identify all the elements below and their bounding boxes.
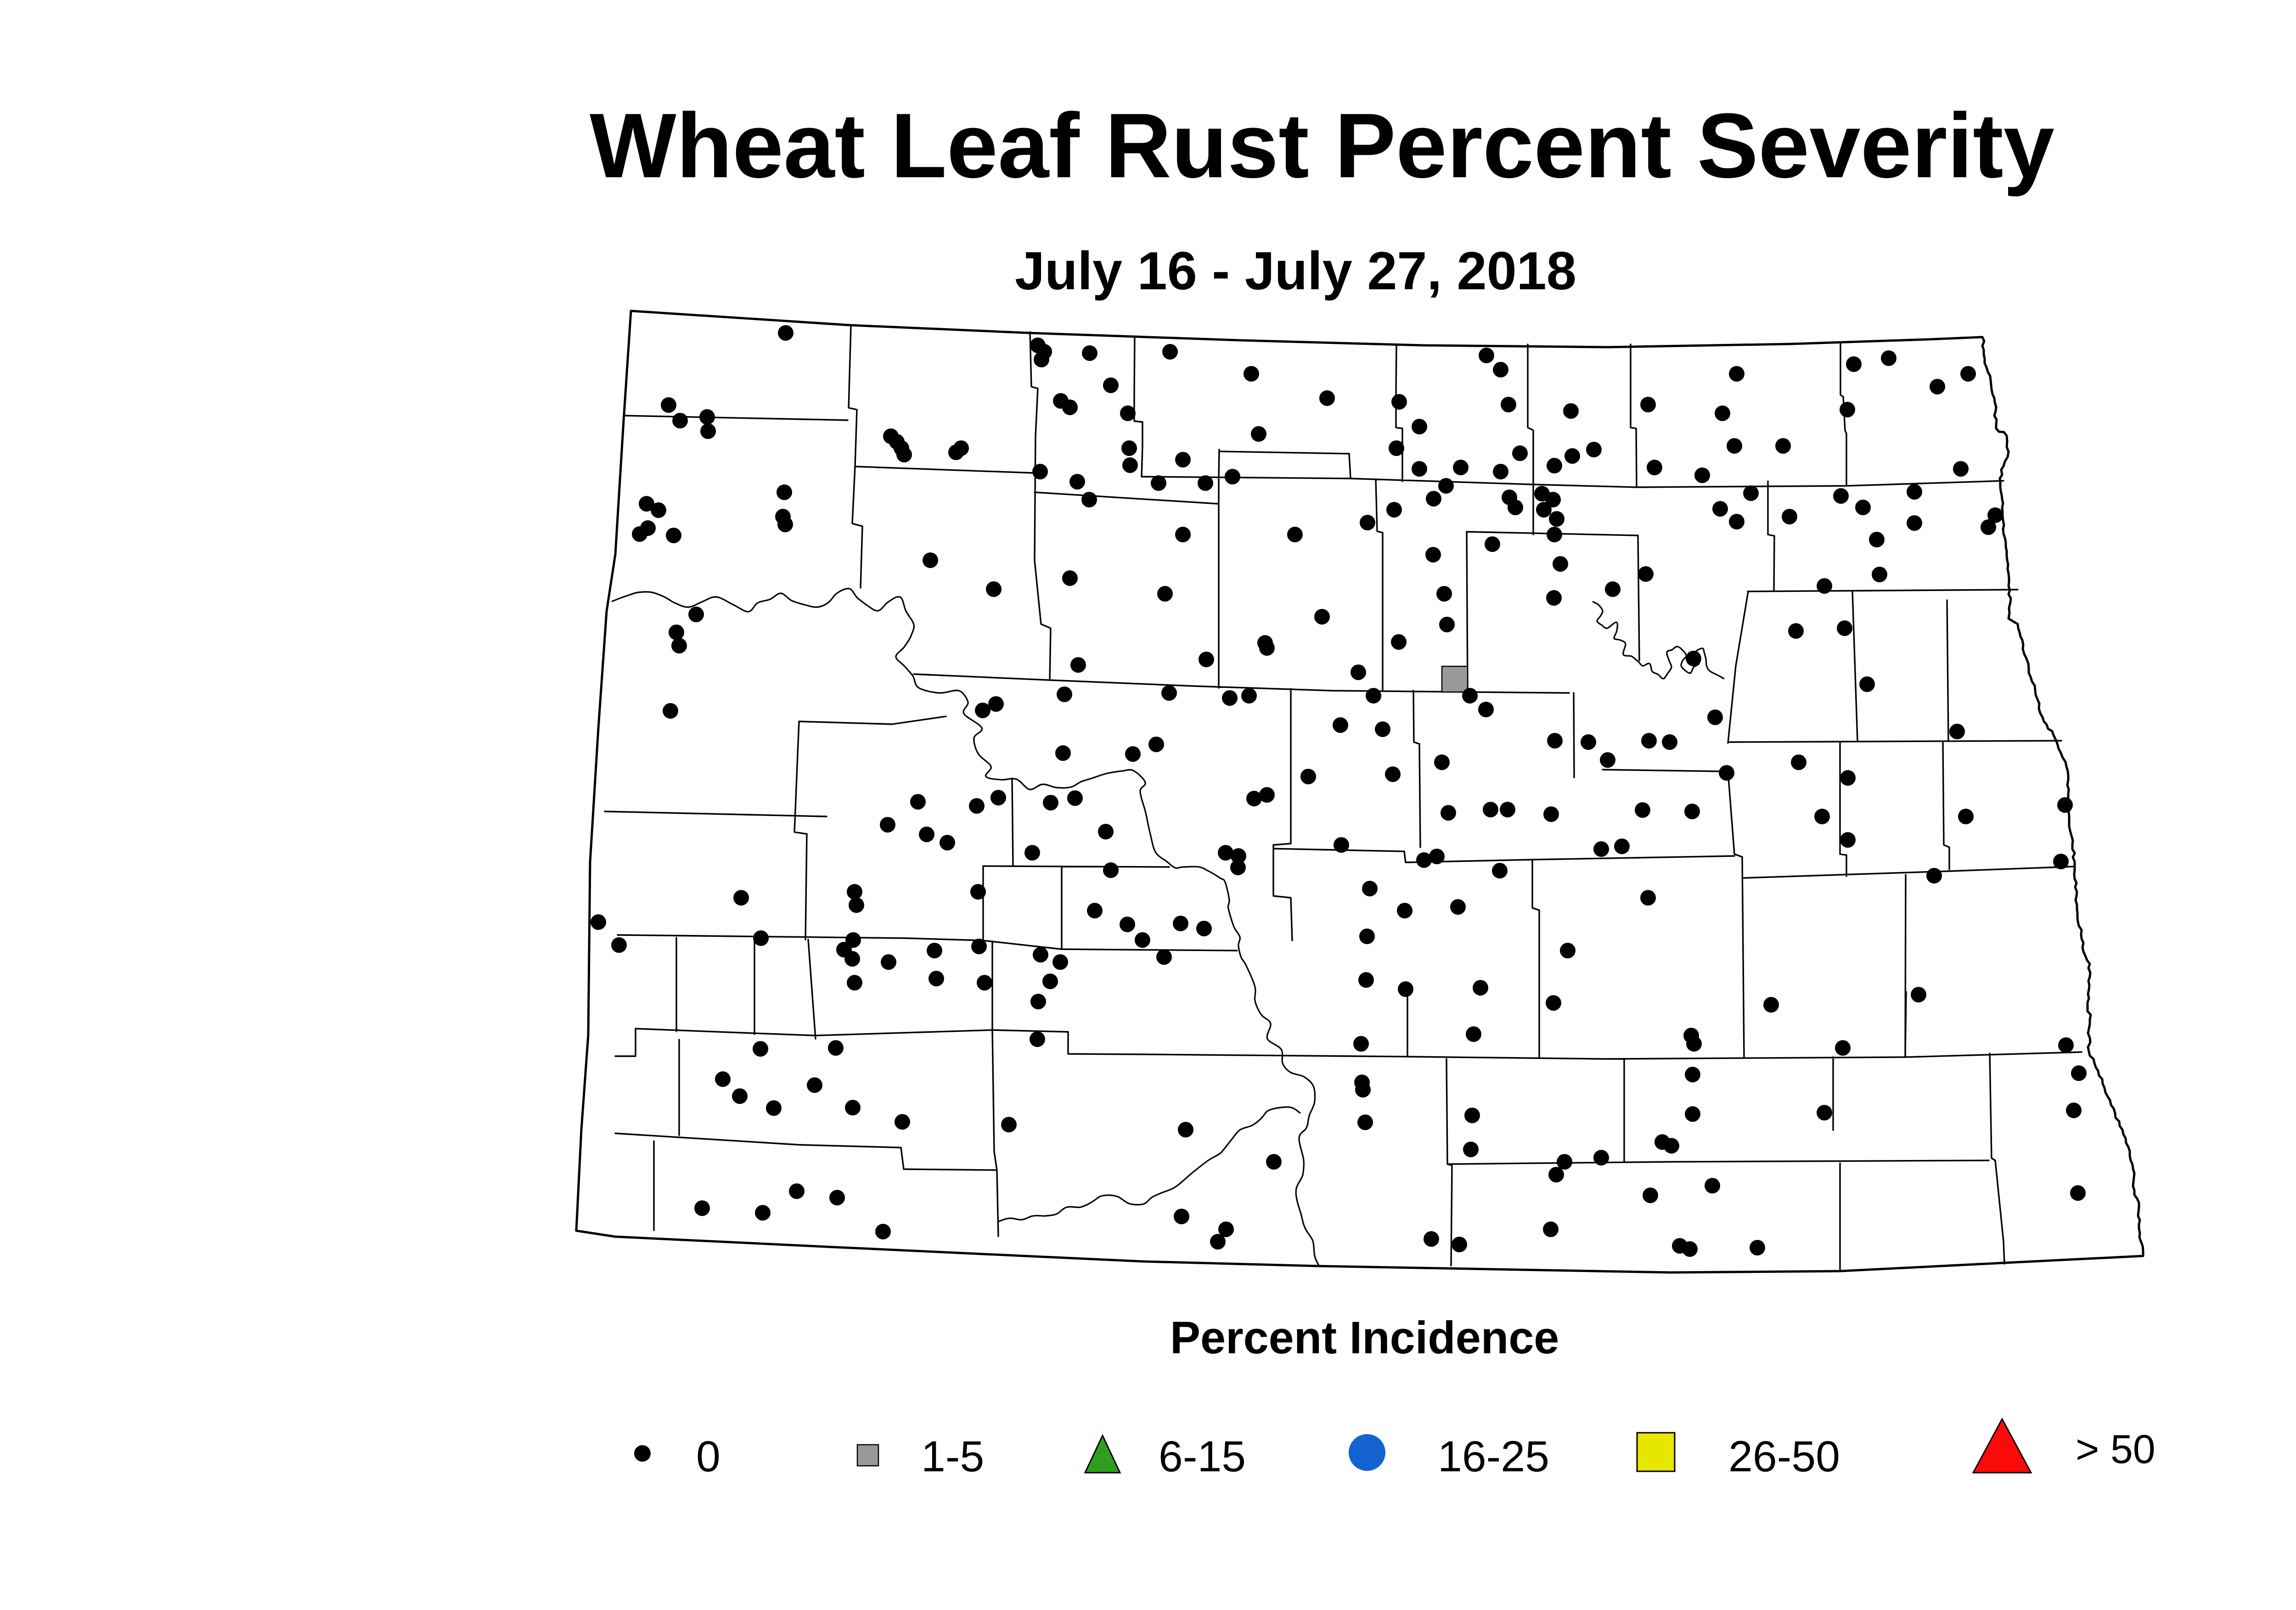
svg-text:July 16 - July 27, 2018: July 16 - July 27, 2018 bbox=[1015, 241, 1576, 301]
svg-text:Percent Incidence: Percent Incidence bbox=[1170, 1312, 1559, 1363]
svg-text:26-50: 26-50 bbox=[1728, 1432, 1840, 1481]
svg-text:Wheat Leaf Rust Percent Severi: Wheat Leaf Rust Percent Severity bbox=[590, 95, 2054, 197]
svg-text:16-25: 16-25 bbox=[1438, 1432, 1549, 1481]
svg-text:1-5: 1-5 bbox=[921, 1432, 984, 1481]
svg-text:0: 0 bbox=[696, 1432, 720, 1481]
svg-text:6-15: 6-15 bbox=[1159, 1432, 1246, 1481]
svg-text:> 50: > 50 bbox=[2076, 1426, 2155, 1472]
